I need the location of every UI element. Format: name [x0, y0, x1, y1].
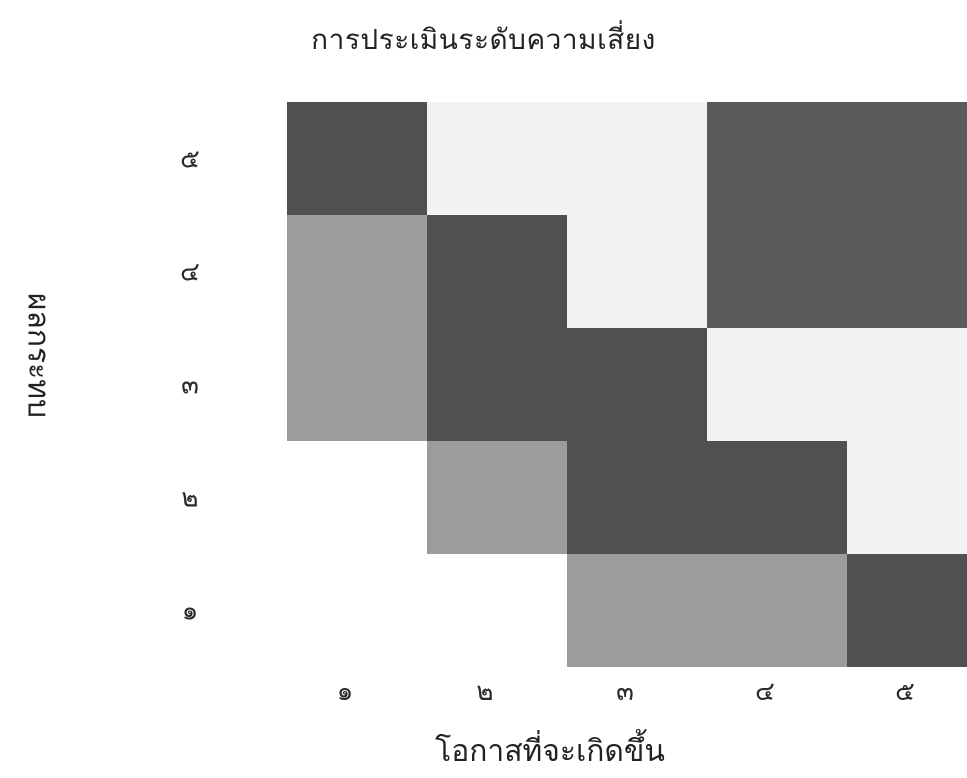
heatmap-cell-5-3: [847, 328, 967, 441]
heatmap-cell-2-2: [427, 441, 567, 554]
x-tick-label: ๕: [895, 677, 915, 707]
heatmap-cell-1-3: [287, 328, 427, 441]
heatmap-cell-5-2: [847, 441, 967, 554]
heatmap-cell-2-4: [427, 215, 567, 328]
heatmap-cell-5-5: [847, 102, 967, 215]
heatmap-cell-5-4: [847, 215, 967, 328]
heatmap-cell-2-5: [427, 102, 567, 215]
y-axis-label: ผลกระทบ: [20, 292, 56, 419]
heatmap-cell-3-4: [567, 215, 707, 328]
heatmap-cell-4-4: [707, 215, 847, 328]
x-axis-label: โอกาสที่จะเกิดขึ้น: [435, 734, 665, 769]
heatmap-cell-4-1: [707, 554, 847, 667]
x-tick-label: ๓: [616, 677, 634, 707]
heatmap-cell-4-2: [707, 441, 847, 554]
y-tick-label: ๔: [180, 258, 200, 288]
heatmap-cell-3-5: [567, 102, 707, 215]
tick-labels: ๑๒๓๔๕๑๒๓๔๕: [180, 145, 915, 708]
heatmap-cell-2-3: [427, 328, 567, 441]
heatmap-cells: [287, 102, 967, 667]
chart-title: การประเมินระดับความเสี่ยง: [311, 23, 656, 56]
y-tick-label: ๒: [181, 484, 198, 514]
x-tick-label: ๔: [755, 677, 775, 707]
x-tick-label: ๒: [476, 677, 493, 707]
y-tick-label: ๑: [182, 597, 199, 627]
heatmap-cell-5-1: [847, 554, 967, 667]
heatmap-cell-3-3: [567, 328, 707, 441]
heatmap-cell-1-4: [287, 215, 427, 328]
x-tick-label: ๑: [337, 677, 354, 707]
heatmap-cell-3-1: [567, 554, 707, 667]
heatmap-cell-3-2: [567, 441, 707, 554]
heatmap-cell-4-3: [707, 328, 847, 441]
heatmap-cell-4-5: [707, 102, 847, 215]
y-tick-label: ๓: [181, 371, 199, 401]
heatmap-cell-1-5: [287, 102, 427, 215]
y-tick-label: ๕: [180, 145, 200, 175]
